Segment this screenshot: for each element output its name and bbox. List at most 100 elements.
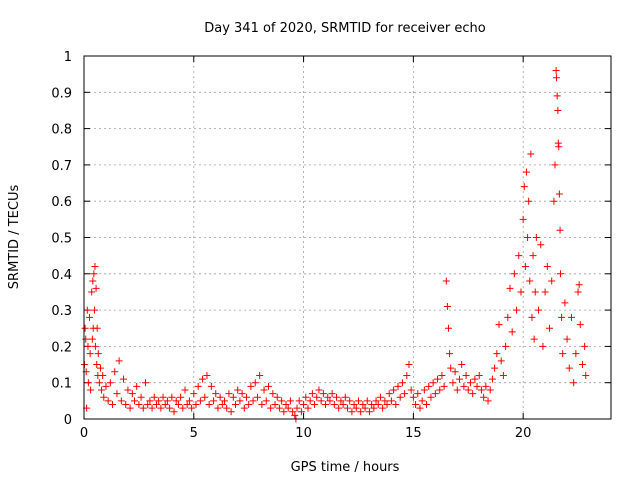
data-point xyxy=(543,263,551,271)
data-point xyxy=(109,400,117,408)
data-point xyxy=(251,379,259,387)
data-point xyxy=(486,386,494,394)
data-point xyxy=(141,379,149,387)
data-point xyxy=(506,284,514,292)
data-point xyxy=(188,404,196,412)
y-tick-label: 0.5 xyxy=(51,232,72,247)
data-point xyxy=(352,404,360,412)
data-point xyxy=(565,364,573,372)
data-point xyxy=(234,386,242,394)
data-point xyxy=(297,408,305,416)
data-point xyxy=(218,400,226,408)
data-point xyxy=(581,342,589,350)
data-point xyxy=(368,400,376,408)
data-point xyxy=(306,397,314,405)
data-point xyxy=(291,411,299,419)
data-point xyxy=(350,400,358,408)
data-point xyxy=(172,397,180,405)
y-tick-label: 0.3 xyxy=(51,304,72,319)
data-point xyxy=(473,382,481,390)
x-tick-label: 20 xyxy=(515,426,532,441)
data-point xyxy=(91,263,99,271)
data-point xyxy=(333,393,341,401)
data-point xyxy=(177,393,185,401)
data-point xyxy=(482,382,490,390)
data-point xyxy=(155,397,163,405)
data-point xyxy=(455,375,463,383)
grid xyxy=(84,56,611,419)
data-point xyxy=(449,379,457,387)
data-point xyxy=(469,390,477,398)
data-point xyxy=(537,241,545,249)
data-point xyxy=(249,397,257,405)
data-point xyxy=(407,386,415,394)
data-point xyxy=(460,382,468,390)
data-point xyxy=(525,197,533,205)
data-point xyxy=(497,357,505,365)
data-point xyxy=(561,299,569,307)
data-point xyxy=(137,393,145,401)
data-point xyxy=(438,371,446,379)
data-point xyxy=(541,288,549,296)
data-point xyxy=(91,342,99,350)
data-point xyxy=(445,324,453,332)
data-point xyxy=(313,393,321,401)
data-point xyxy=(205,400,213,408)
data-point xyxy=(88,288,96,296)
data-point xyxy=(271,400,279,408)
data-point xyxy=(530,335,538,343)
data-point xyxy=(92,284,100,292)
data-point xyxy=(405,361,413,369)
data-point xyxy=(146,397,154,405)
data-point xyxy=(440,382,448,390)
data-point xyxy=(531,288,539,296)
data-point xyxy=(370,404,378,412)
data-point xyxy=(264,382,272,390)
data-point xyxy=(135,400,143,408)
data-point xyxy=(295,397,303,405)
data-point xyxy=(317,397,325,405)
data-point xyxy=(192,400,200,408)
x-axis-label: GPS time / hours xyxy=(291,460,400,475)
data-point xyxy=(157,404,165,412)
data-point xyxy=(524,234,532,241)
data-point xyxy=(520,183,528,191)
x-tick-label: 15 xyxy=(405,426,422,441)
data-point xyxy=(488,375,496,383)
data-point xyxy=(144,400,152,408)
data-point xyxy=(556,270,564,278)
data-point xyxy=(526,277,534,285)
data-point xyxy=(576,321,584,329)
data-point xyxy=(232,400,240,408)
data-point xyxy=(425,382,433,390)
data-point xyxy=(548,277,556,285)
data-point xyxy=(429,379,437,387)
data-point xyxy=(517,288,525,296)
data-point xyxy=(401,390,409,398)
data-point xyxy=(185,397,193,405)
data-point xyxy=(227,408,235,416)
data-point xyxy=(289,408,297,416)
data-point xyxy=(556,226,564,234)
data-point xyxy=(86,350,94,358)
data-point xyxy=(499,371,507,379)
data-point xyxy=(447,364,455,372)
data-point xyxy=(363,397,371,405)
chart-title: Day 341 of 2020, SRMTID for receiver ech… xyxy=(204,21,486,36)
data-point xyxy=(434,375,442,383)
data-point xyxy=(335,404,343,412)
data-point xyxy=(453,386,461,394)
data-point xyxy=(181,386,189,394)
data-point xyxy=(126,404,134,412)
data-point xyxy=(574,288,582,296)
data-point xyxy=(269,390,277,398)
data-point xyxy=(522,168,530,176)
y-axis-label: SRMTID / TECUs xyxy=(7,185,22,290)
data-point xyxy=(253,393,261,401)
data-point xyxy=(199,375,207,383)
data-point xyxy=(414,390,422,398)
data-point xyxy=(100,393,108,401)
data-point xyxy=(258,400,266,408)
data-point xyxy=(555,190,563,198)
